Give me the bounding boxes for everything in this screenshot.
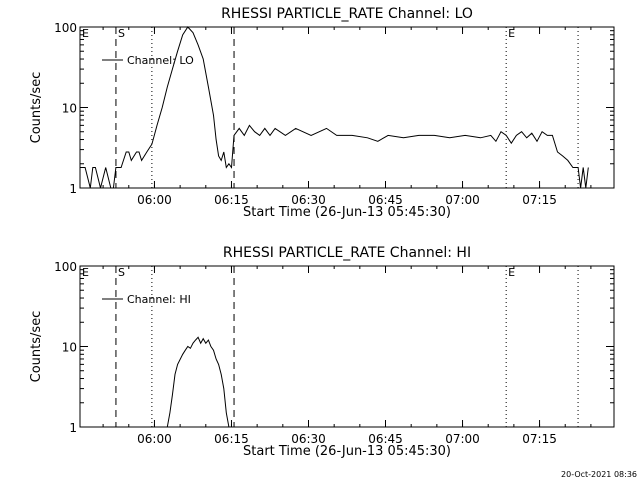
plot-panel-hi: RHESSI PARTICLE_RATE Channel: HI 06:00 06:… bbox=[29, 245, 615, 459]
x-tick-label: 06:15 bbox=[214, 432, 249, 446]
y-tick-label: 10 bbox=[62, 341, 77, 355]
series-line bbox=[166, 336, 230, 428]
legend-label: Channel: HI bbox=[127, 293, 191, 306]
x-tick-label: 06:00 bbox=[137, 193, 172, 207]
marker-label: E bbox=[82, 27, 89, 40]
x-tick-label: 07:15 bbox=[522, 193, 557, 207]
x-tick-label: 07:15 bbox=[522, 432, 557, 446]
marker-label: E bbox=[508, 266, 515, 279]
x-tick-label: 06:45 bbox=[368, 193, 403, 207]
x-tick-label: 06:45 bbox=[368, 432, 403, 446]
y-axis-label: Counts/sec bbox=[29, 72, 44, 144]
y-tick-label: 1 bbox=[69, 421, 77, 435]
y-axis-label: Counts/sec bbox=[29, 311, 44, 383]
plot-frame bbox=[79, 265, 615, 428]
marker-label: E bbox=[508, 27, 515, 40]
chart-title: RHESSI PARTICLE_RATE Channel: LO bbox=[221, 6, 473, 22]
x-tick-label: 06:30 bbox=[291, 432, 326, 446]
chart-title: RHESSI PARTICLE_RATE Channel: HI bbox=[223, 245, 471, 261]
marker-label: E bbox=[82, 266, 89, 279]
marker-label: S bbox=[118, 266, 125, 279]
x-tick-label: 06:15 bbox=[214, 193, 249, 207]
x-tick-label: 06:30 bbox=[291, 193, 326, 207]
marker-label: S bbox=[118, 27, 125, 40]
plot-panel-lo: RHESSI PARTICLE_RATE Channel: LO 06:00 06:… bbox=[29, 6, 615, 220]
y-tick-label: 10 bbox=[62, 102, 77, 116]
plot-frame bbox=[79, 26, 615, 189]
legend-label: Channel: LO bbox=[127, 54, 194, 67]
x-axis-label: Start Time (26-Jun-13 05:45:30) bbox=[243, 205, 451, 220]
x-tick-label: 06:00 bbox=[137, 432, 172, 446]
x-tick-label: 07:00 bbox=[445, 432, 480, 446]
timestamp-footer: 20-Oct-2021 08:36 bbox=[561, 470, 637, 479]
y-tick-label: 100 bbox=[54, 21, 77, 35]
x-tick-label: 07:00 bbox=[445, 193, 480, 207]
series-line bbox=[80, 26, 589, 189]
y-tick-label: 100 bbox=[54, 260, 77, 274]
x-axis-label: Start Time (26-Jun-13 05:45:30) bbox=[243, 444, 451, 459]
y-tick-label: 1 bbox=[69, 182, 77, 196]
